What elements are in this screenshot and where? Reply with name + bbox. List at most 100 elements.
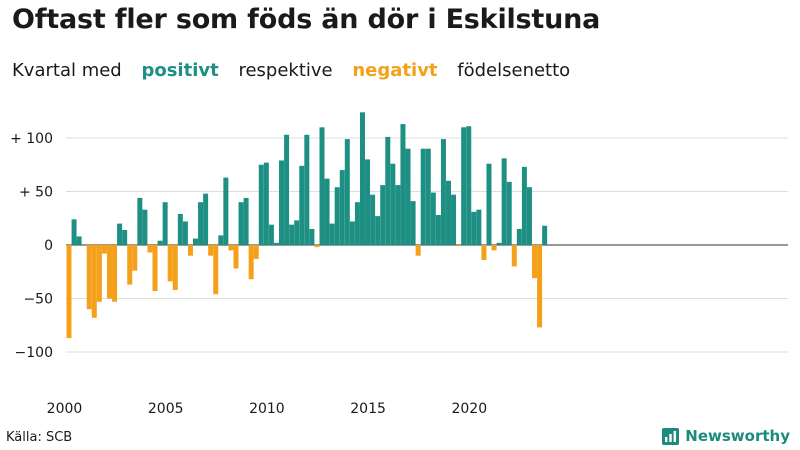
bar-2015-Q4 xyxy=(385,136,391,245)
bar-2011-Q1 xyxy=(289,224,295,245)
bar-2008-Q4 xyxy=(243,197,249,245)
bar-2005-Q3 xyxy=(177,213,183,245)
bar-2022-Q2 xyxy=(516,228,522,245)
bar-2017-Q2 xyxy=(415,245,421,256)
bar-2011-Q4 xyxy=(304,134,310,245)
chart-title: Oftast fler som föds än dör i Eskilstuna xyxy=(12,4,601,35)
bar-2001-Q1 xyxy=(86,245,92,310)
bar-2013-Q3 xyxy=(339,170,345,245)
brand-logo[interactable]: Newsworthy xyxy=(662,426,790,446)
bar-2015-Q3 xyxy=(380,185,386,245)
bar-2001-Q3 xyxy=(96,245,102,302)
bar-2016-Q4 xyxy=(405,148,411,245)
x-tick-label: 2000 xyxy=(47,401,83,417)
bar-2004-Q2 xyxy=(152,245,158,292)
bar-2023-Q2 xyxy=(537,245,543,328)
bar-2012-Q2 xyxy=(314,245,320,248)
bar-2014-Q1 xyxy=(349,221,355,245)
bar-2006-Q3 xyxy=(198,202,204,245)
bar-2010-Q1 xyxy=(268,224,274,245)
legend-positive: positivt xyxy=(141,60,219,81)
bar-2000-Q3 xyxy=(76,236,82,245)
bar-2012-Q3 xyxy=(319,127,325,245)
bar-2002-Q2 xyxy=(112,245,118,302)
bar-2008-Q1 xyxy=(228,245,234,251)
subtitle-middle: respektive xyxy=(238,60,333,81)
bar-2007-Q2 xyxy=(213,245,219,295)
bar-2022-Q4 xyxy=(526,187,532,245)
bar-2013-Q4 xyxy=(344,139,350,245)
bar-2021-Q2 xyxy=(496,242,502,245)
bar-2007-Q3 xyxy=(218,235,224,245)
x-tick-labels: 2000 2005 2010 2015 2020 xyxy=(47,401,487,417)
bar-2016-Q2 xyxy=(395,185,401,245)
x-tick-label: 2020 xyxy=(451,401,487,417)
bar-2009-Q1 xyxy=(248,245,254,280)
bar-2020-Q3 xyxy=(481,245,487,260)
bar-2020-Q4 xyxy=(486,163,492,245)
bar-2015-Q2 xyxy=(375,216,381,245)
bar-2019-Q4 xyxy=(466,126,472,245)
bar-2007-Q1 xyxy=(208,245,214,256)
bar-2021-Q1 xyxy=(491,245,497,251)
bar-2008-Q2 xyxy=(233,245,239,269)
y-tick-labels: + 100 + 50 0 −50 −100 xyxy=(10,131,53,361)
bar-2002-Q3 xyxy=(117,223,123,245)
bar-2016-Q1 xyxy=(390,163,396,245)
bar-2009-Q4 xyxy=(263,162,269,245)
brand-name: Newsworthy xyxy=(685,427,790,445)
y-tick-label: + 100 xyxy=(10,131,53,147)
bar-2022-Q3 xyxy=(521,166,527,245)
bar-2018-Q4 xyxy=(446,180,451,245)
bar-2002-Q4 xyxy=(122,230,128,245)
x-tick-label: 2005 xyxy=(148,401,184,417)
bar-2004-Q3 xyxy=(157,240,163,245)
bar-2021-Q4 xyxy=(506,181,512,245)
bar-2012-Q4 xyxy=(324,178,330,245)
bar-2000-Q2 xyxy=(71,219,77,245)
bar-2019-Q2 xyxy=(456,245,462,247)
bar-2012-Q1 xyxy=(309,228,315,245)
bar-2020-Q2 xyxy=(476,209,482,245)
bar-2011-Q3 xyxy=(299,165,305,245)
bar-2017-Q3 xyxy=(420,148,426,245)
bar-2000-Q1 xyxy=(66,245,72,339)
bar-2009-Q3 xyxy=(258,164,264,245)
bar-2019-Q1 xyxy=(451,194,457,245)
bar-2006-Q2 xyxy=(193,238,198,245)
bar-2002-Q1 xyxy=(106,245,112,299)
y-tick-label: −100 xyxy=(15,345,53,361)
bar-2003-Q2 xyxy=(132,245,138,271)
bar-2003-Q1 xyxy=(127,245,133,285)
bar-2001-Q4 xyxy=(101,245,107,254)
bar-2018-Q2 xyxy=(435,215,441,245)
bar-2013-Q2 xyxy=(334,187,340,245)
bar-2016-Q3 xyxy=(400,124,406,245)
source-note: Källa: SCB xyxy=(6,430,73,445)
bars xyxy=(66,112,548,339)
bar-2018-Q3 xyxy=(440,139,446,245)
y-tick-label: 0 xyxy=(44,238,53,254)
bar-2007-Q4 xyxy=(223,177,229,245)
bar-2010-Q2 xyxy=(273,242,279,245)
subtitle-suffix: födelsenetto xyxy=(457,60,571,81)
bar-2004-Q1 xyxy=(147,245,153,253)
bar-2021-Q3 xyxy=(501,158,507,245)
bar-2010-Q4 xyxy=(284,134,290,245)
x-tick-label: 2015 xyxy=(350,401,386,417)
x-tick-label: 2010 xyxy=(249,401,285,417)
bar-2023-Q1 xyxy=(532,245,538,279)
chart-subtitle: Kvartal med positivt respektive negativt… xyxy=(12,60,584,81)
bar-2006-Q4 xyxy=(203,193,209,245)
bar-2014-Q3 xyxy=(359,112,365,245)
newsworthy-logo-icon xyxy=(662,427,680,445)
bar-2023-Q3 xyxy=(542,225,548,245)
y-tick-label: −50 xyxy=(23,292,53,308)
bar-2019-Q3 xyxy=(461,127,467,245)
bar-2014-Q2 xyxy=(354,202,360,245)
bar-2017-Q1 xyxy=(410,201,416,245)
bar-2022-Q1 xyxy=(511,245,517,267)
bar-2017-Q4 xyxy=(425,148,431,245)
bar-2014-Q4 xyxy=(365,159,371,245)
y-tick-label: + 50 xyxy=(19,185,53,201)
